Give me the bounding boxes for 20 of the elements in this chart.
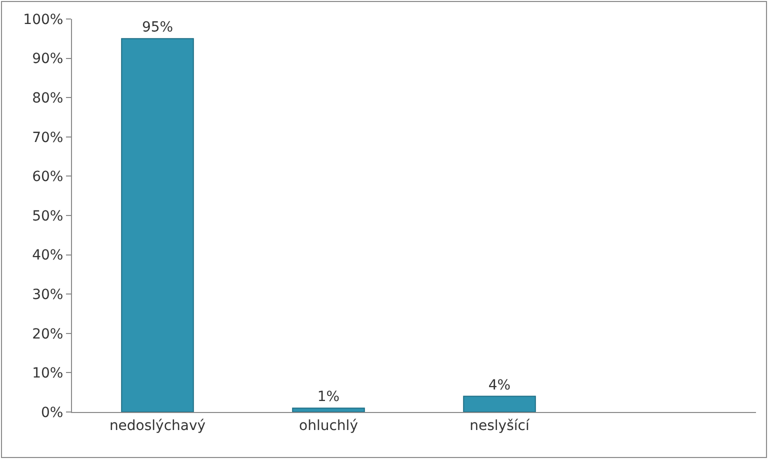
data-label: 95%	[142, 20, 174, 36]
x-tick-label: nedoslýchavý	[109, 418, 206, 434]
y-tick-label: 80%	[32, 90, 64, 106]
y-tick-label: 100%	[23, 12, 64, 28]
bar	[121, 38, 194, 412]
x-tick-label: ohluchlý	[299, 418, 358, 434]
y-tick-label: 30%	[32, 287, 64, 303]
bar	[292, 408, 365, 412]
y-tick-label: 70%	[32, 130, 64, 146]
x-tick-label: neslyšící	[470, 418, 530, 434]
y-tick-label: 10%	[32, 366, 64, 382]
data-label: 1%	[317, 389, 340, 406]
y-tick-label: 60%	[32, 169, 64, 186]
bar	[463, 396, 536, 412]
y-tick-label: 40%	[32, 248, 64, 264]
y-tick-label: 90%	[32, 51, 64, 68]
y-tick-label: 0%	[40, 404, 64, 421]
y-tick-label: 20%	[32, 326, 64, 342]
y-tick-label: 50%	[32, 208, 64, 224]
data-label: 4%	[488, 377, 511, 394]
